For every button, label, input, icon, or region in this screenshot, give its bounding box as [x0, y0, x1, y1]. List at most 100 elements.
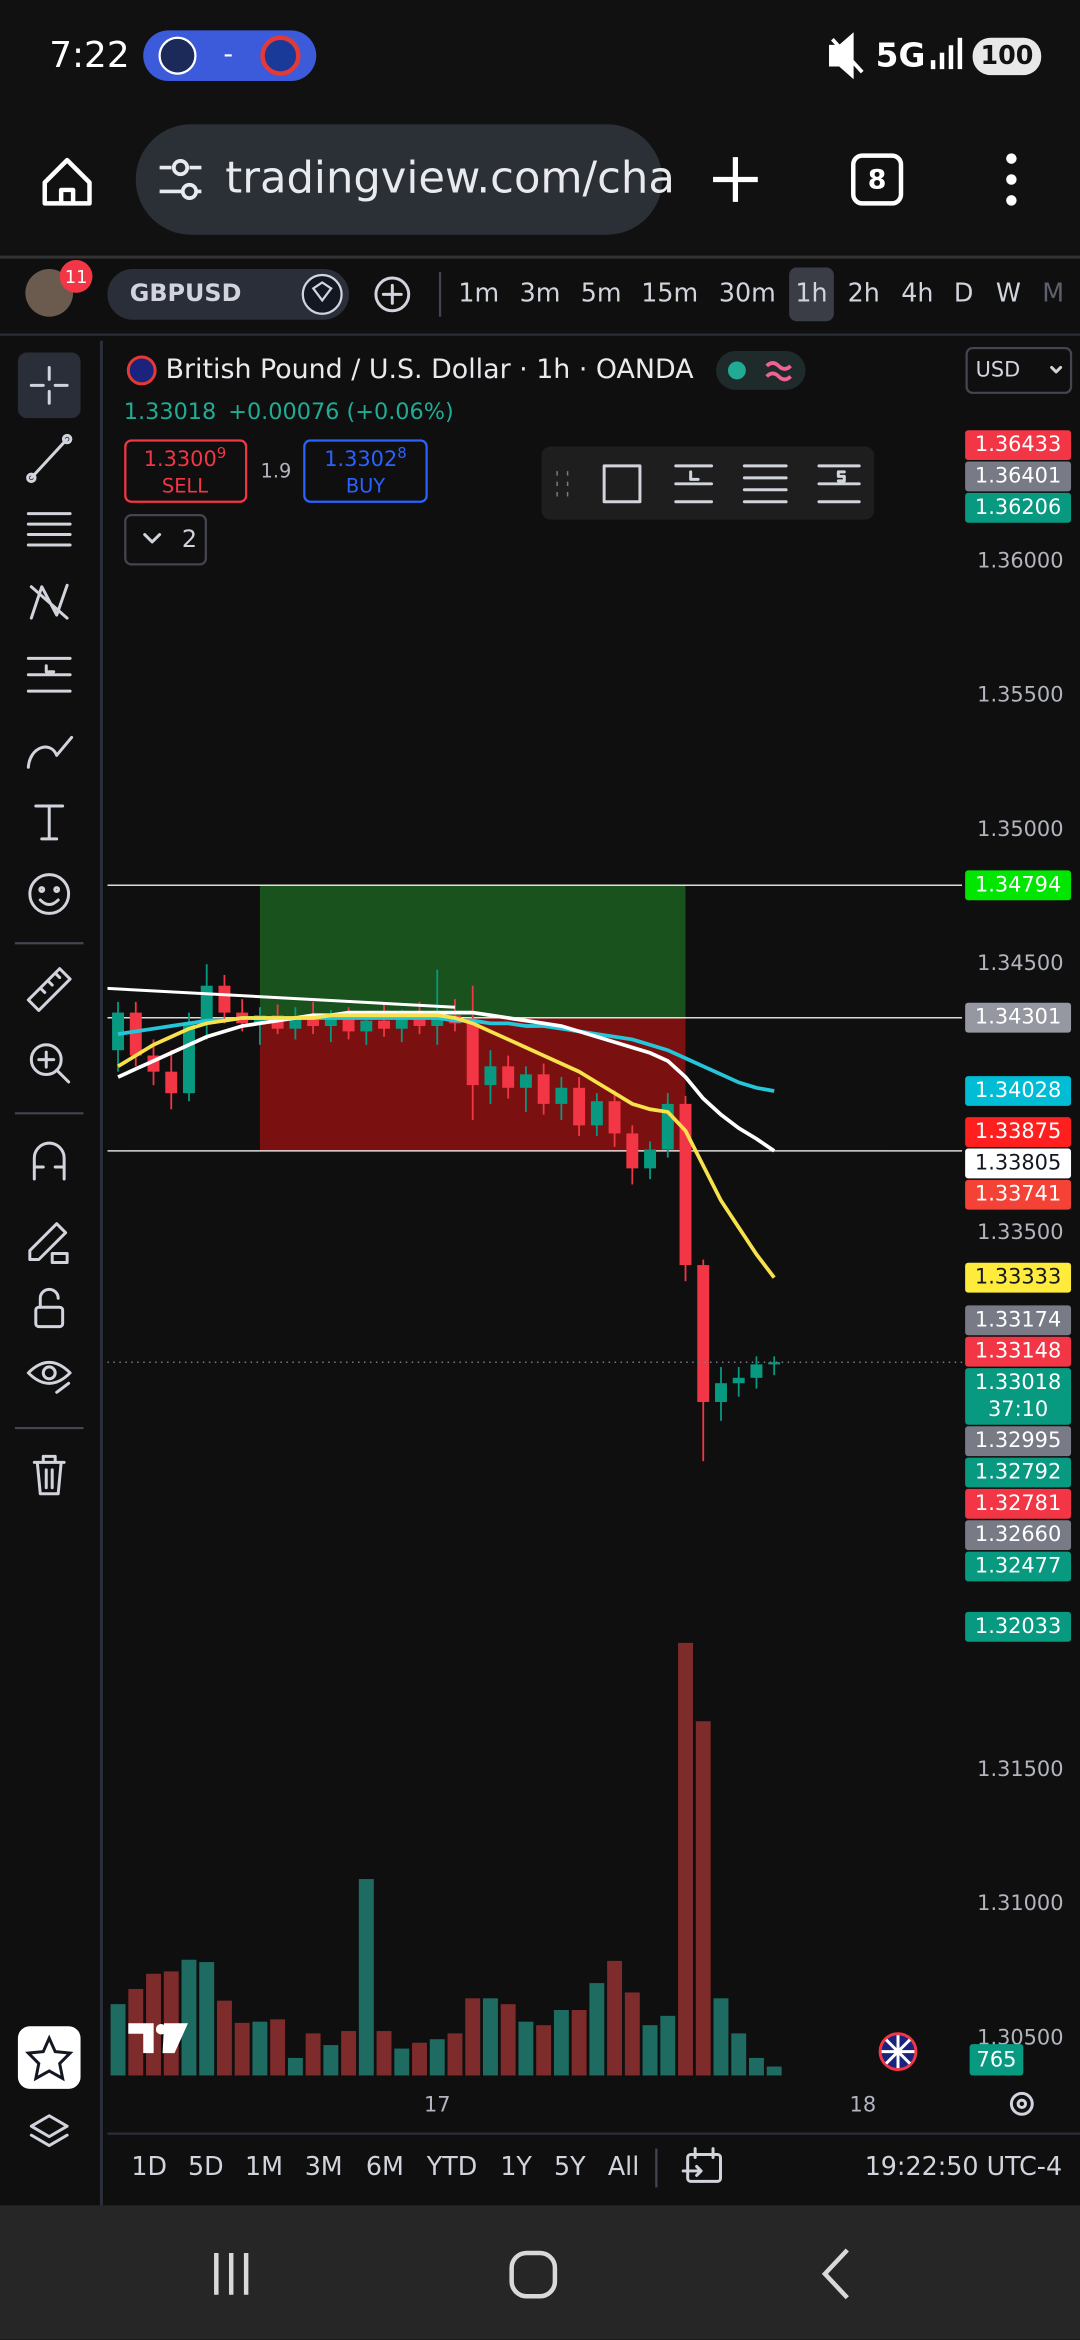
drawing-tools-part[interactable]	[38, 898, 60, 906]
drawing-tools-part[interactable]	[29, 365, 69, 405]
new-tab-button[interactable]	[713, 157, 758, 202]
menu-button-part[interactable]	[1006, 153, 1017, 164]
drawing-tools-part[interactable]	[26, 512, 72, 547]
range-button[interactable]: 3M	[305, 2151, 343, 2181]
drawing-tools[interactable]	[14, 352, 84, 1496]
symbol-search[interactable]: GBPUSD	[107, 269, 350, 320]
drawing-tools-part[interactable]	[34, 1305, 65, 1329]
interval-button[interactable]: 4h	[901, 277, 933, 307]
symbol-search-part[interactable]	[107, 269, 350, 320]
drawing-tools-part[interactable]	[29, 1043, 63, 1077]
drawing-tools-part[interactable]	[28, 873, 71, 915]
tab-count[interactable]: 8	[868, 164, 887, 195]
date-range-button[interactable]	[681, 2147, 722, 2183]
url[interactable]: tradingview.com/cha	[225, 153, 675, 203]
range-button[interactable]: All	[608, 2151, 639, 2181]
home-nav-button[interactable]	[509, 2250, 558, 2299]
menu-button[interactable]	[1006, 153, 1017, 206]
drawing-tools-part[interactable]	[29, 437, 69, 480]
floating-toolbar-part[interactable]	[674, 464, 714, 504]
menu-button-part[interactable]	[1006, 195, 1017, 206]
sell-price[interactable]: 1.33009	[144, 444, 227, 471]
indicators-toggle[interactable]: 2	[124, 514, 207, 566]
settings-button-part[interactable]	[1009, 2091, 1034, 2116]
settings-button[interactable]	[1009, 2091, 1034, 2116]
interval-button[interactable]: W	[996, 277, 1021, 307]
interval-button[interactable]: 15m	[641, 277, 698, 307]
drawing-tools-part[interactable]	[41, 1365, 57, 1381]
interval-button[interactable]: D	[954, 277, 974, 307]
recents-button[interactable]	[214, 2252, 249, 2295]
buy-button-part[interactable]	[303, 439, 428, 503]
url-field-part[interactable]	[135, 124, 663, 235]
tab-switcher-part[interactable]	[851, 153, 904, 206]
url-field-part[interactable]	[159, 165, 202, 194]
back-button[interactable]	[821, 2248, 849, 2300]
floating-toolbar-part[interactable]	[817, 464, 861, 504]
drawing-tools-part[interactable]	[26, 656, 72, 693]
range-button[interactable]: 1M	[245, 2151, 283, 2181]
drawing-tools-part[interactable]	[32, 1141, 66, 1181]
currency-select-part[interactable]	[1050, 365, 1063, 374]
date-range-button-part[interactable]	[681, 2147, 715, 2177]
date-range-button-part[interactable]	[686, 2153, 722, 2183]
currency-select[interactable]: USD	[965, 346, 1073, 394]
range-button[interactable]: YTD	[426, 2151, 477, 2181]
range-button[interactable]: 5Y	[554, 2151, 586, 2181]
drawing-tools-part[interactable]	[26, 735, 74, 769]
compare-button-part[interactable]	[381, 283, 403, 305]
floating-toolbar[interactable]	[541, 446, 875, 520]
symbol-search-part[interactable]	[301, 273, 343, 315]
drawing-tools-part[interactable]	[34, 804, 65, 841]
range-button[interactable]: 6M	[366, 2151, 404, 2181]
drawing-tools-part[interactable]	[37, 1050, 71, 1084]
drawing-tools-part[interactable]	[26, 1360, 72, 1385]
drawing-tools-part[interactable]	[28, 1222, 69, 1264]
currency[interactable]: USD	[976, 357, 1021, 381]
range-button[interactable]: 1Y	[500, 2151, 532, 2181]
drawing-tools-part[interactable]	[29, 583, 69, 620]
menu-button-part[interactable]	[1006, 174, 1017, 185]
drawing-tools-part[interactable]	[38, 1287, 60, 1309]
range-button[interactable]: 1D	[131, 2151, 167, 2181]
sell-label[interactable]: SELL	[162, 474, 208, 497]
currency-select-part[interactable]	[965, 346, 1073, 394]
url-field[interactable]: tradingview.com/cha	[135, 124, 675, 235]
drawing-tools-part[interactable]	[26, 472, 37, 484]
buy-price[interactable]: 1.33028	[324, 444, 407, 471]
favorites-button[interactable]	[17, 2026, 81, 2089]
drawing-tools-part[interactable]	[53, 886, 61, 893]
interval-button[interactable]: 2h	[848, 277, 880, 307]
interval-button[interactable]: 1h	[795, 277, 827, 307]
symbol[interactable]: GBPUSD	[130, 279, 242, 307]
interval-button[interactable]: 1m	[458, 277, 499, 307]
interval-button[interactable]: 5m	[581, 277, 622, 307]
tab-switcher[interactable]: 8	[851, 153, 904, 206]
drawing-tools-part[interactable]	[55, 1381, 71, 1394]
object-tree-button-part[interactable]	[29, 2114, 69, 2148]
drawing-tools-part[interactable]	[32, 1454, 66, 1496]
symbol-search-part[interactable]	[311, 281, 333, 303]
interval-button[interactable]: 3m	[520, 277, 561, 307]
compare-button-part[interactable]	[374, 276, 411, 313]
drawing-tools-part[interactable]	[61, 433, 73, 445]
floating-toolbar-part[interactable]	[556, 471, 569, 497]
drawing-tools-part[interactable]	[38, 886, 46, 893]
url-field-part[interactable]	[180, 182, 199, 201]
interval-button[interactable]: M	[1042, 277, 1064, 307]
home-button[interactable]	[42, 157, 92, 206]
indicator-count[interactable]: 2	[182, 525, 197, 553]
indicators-toggle-part[interactable]	[124, 514, 207, 566]
favorites-button-part[interactable]	[17, 2026, 81, 2089]
indicators-toggle-part[interactable]	[143, 533, 162, 544]
drawing-tools-part[interactable]	[26, 967, 72, 1012]
floating-toolbar-part[interactable]	[602, 464, 642, 504]
sell-button-part[interactable]	[124, 439, 248, 503]
url-field-part[interactable]	[171, 158, 190, 177]
object-tree-button[interactable]	[29, 2114, 69, 2148]
buy-label[interactable]: BUY	[346, 474, 385, 497]
floating-toolbar-part[interactable]	[742, 464, 788, 504]
interval-button[interactable]: 30m	[719, 277, 776, 307]
settings-button-part[interactable]	[1016, 2098, 1028, 2110]
drawing-tools-part[interactable]	[17, 352, 81, 419]
